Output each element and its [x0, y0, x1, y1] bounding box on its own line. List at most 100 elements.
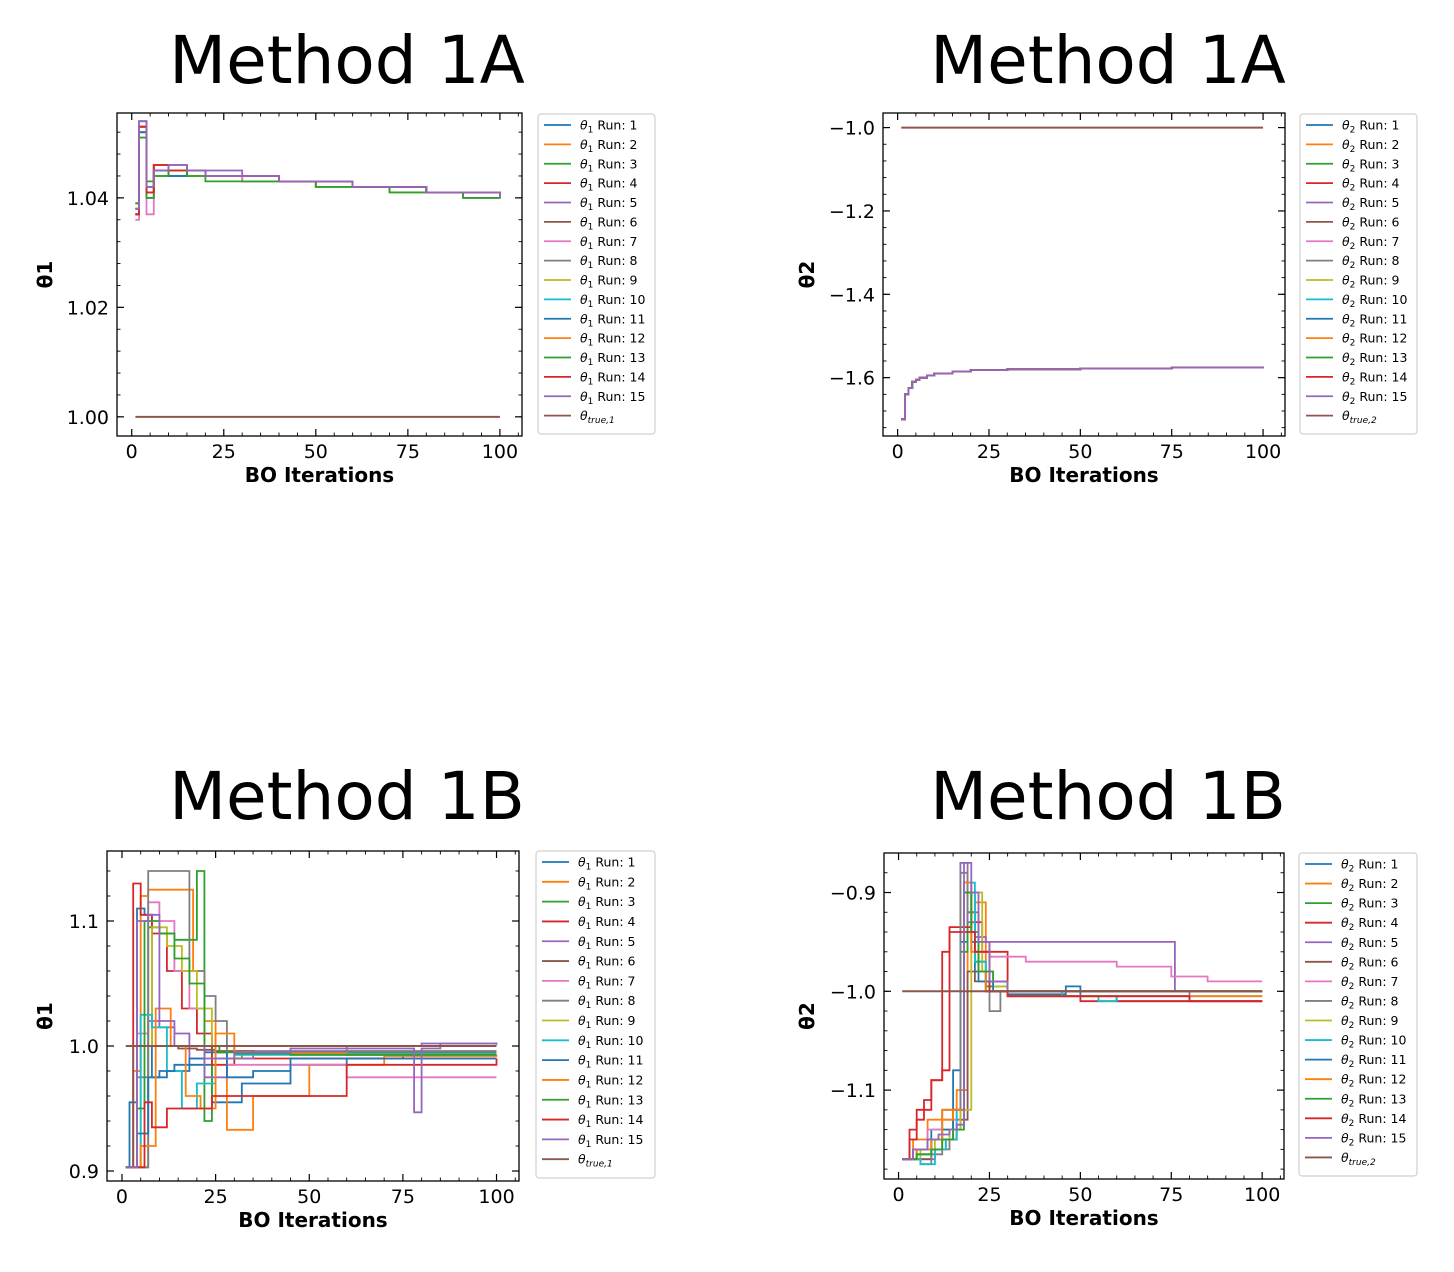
legend-entry: θ1 Run: 11 [578, 1053, 643, 1071]
legend-entry: θ1 Run: 3 [578, 894, 635, 912]
legend-entry: θ2 Run: 10 [1341, 1033, 1406, 1051]
legend-entry: θ2 Run: 8 [1341, 993, 1399, 1011]
legend-entry: θ2 Run: 7 [1341, 974, 1398, 992]
legend-entry: θ2 Run: 3 [1342, 156, 1399, 174]
x-axis-label: BO Iterations [1009, 463, 1158, 487]
legend-entry: θ2 Run: 6 [1341, 954, 1399, 972]
x-tick-label: 50 [1068, 441, 1092, 463]
legend-entry: θ1 Run: 1 [578, 855, 635, 873]
legend-entry: θ1 Run: 15 [580, 389, 645, 407]
legend-entry: θtrue,2 [1342, 408, 1377, 426]
legend-entry: θ2 Run: 8 [1342, 253, 1400, 271]
legend-entry: θ1 Run: 12 [578, 1072, 643, 1090]
y-axis-label: θ2 [795, 1002, 819, 1030]
y-tick-label: −1.6 [829, 368, 875, 390]
axes-frame [883, 852, 1285, 1180]
x-axis-label: BO Iterations [238, 1208, 387, 1232]
x-tick-label: 75 [1160, 441, 1184, 463]
chart-title: Method 1A [930, 22, 1286, 99]
x-tick-label: 25 [977, 441, 1001, 463]
x-tick-label: 0 [892, 441, 904, 463]
legend-entry: θtrue,1 [578, 1152, 613, 1170]
legend-entry: θ1 Run: 15 [578, 1132, 643, 1150]
legend-entry: θ2 Run: 13 [1341, 1091, 1406, 1109]
y-axis-label: θ1 [33, 1002, 57, 1030]
legend-entry: θ2 Run: 4 [1342, 176, 1400, 194]
x-axis-label: BO Iterations [1009, 1206, 1158, 1230]
legend-entry: θ2 Run: 1 [1341, 857, 1398, 875]
axes-frame [116, 112, 523, 437]
chart-title: Method 1A [169, 22, 525, 99]
plot-area [125, 870, 498, 1169]
y-tick-label: 1.00 [67, 407, 109, 429]
y-tick-label: 0.9 [69, 1161, 99, 1183]
legend-entry: θ2 Run: 11 [1341, 1052, 1406, 1070]
legend: θ1 Run: 1θ1 Run: 2θ1 Run: 3 θ1 Run: 4 θ1 R… [537, 113, 656, 435]
y-tick-label: −1.0 [829, 118, 875, 140]
legend-entry: θ1 Run: 4 [580, 176, 638, 194]
legend-entry: θ1 Run: 14 [578, 1112, 643, 1130]
x-tick-label: 75 [396, 441, 420, 463]
chart-panel-3: Method 1B 0 25 50 75 100 0.9 1.0 1.1 BO Iteration… [33, 758, 656, 1232]
x-axis-label: BO Iterations [245, 463, 394, 487]
series-line-run-15 [902, 862, 1263, 1161]
legend-entry: θ1 Run: 3 [580, 156, 637, 174]
x-tick-label: 100 [1245, 441, 1281, 463]
legend-entry: θ1 Run: 12 [580, 331, 645, 349]
legend-entry: θ1 Run: 5 [578, 934, 635, 952]
legend-entry: θ1 Run: 7 [580, 234, 637, 252]
plot-area [135, 120, 501, 418]
series-line-run-15 [125, 913, 498, 1169]
legend-entry: θ2 Run: 14 [1341, 1111, 1406, 1129]
legend-entry: θ1 Run: 2 [580, 137, 637, 155]
legend-entry: θ2 Run: 2 [1342, 137, 1399, 155]
plot-area [901, 126, 1264, 421]
legend-entry: θ2 Run: 3 [1341, 896, 1398, 914]
chart-title: Method 1B [169, 758, 525, 835]
legend-entry: θ1 Run: 4 [578, 914, 636, 932]
legend-entry: θ1 Run: 13 [580, 350, 645, 368]
x-tick-label: 100 [1244, 1184, 1280, 1206]
legend-entry: θ1 Run: 14 [580, 369, 645, 387]
y-tick-label: −0.9 [830, 883, 876, 905]
y-axis-label: θ2 [795, 261, 819, 289]
legend-entry: θ2 Run: 9 [1341, 1013, 1399, 1031]
legend-entry: θ1 Run: 6 [578, 954, 636, 972]
x-tick-label: 0 [116, 1186, 128, 1208]
legend-entry: θ2 Run: 5 [1341, 935, 1398, 953]
axes-frame [106, 850, 520, 1182]
series-line-run-11 [125, 1051, 497, 1169]
legend-entry: θ1 Run: 8 [578, 993, 636, 1011]
legend-entry: θ2 Run: 1 [1342, 118, 1399, 136]
x-tick-label: 50 [297, 1186, 321, 1208]
x-tick-label: 100 [482, 441, 518, 463]
legend: θ2 Run: 1θ2 Run: 2 θ2 Run: 3θ2 Run: 4 θ2 R… [1298, 852, 1418, 1177]
y-tick-label: −1.0 [830, 981, 876, 1003]
legend-entry: θ2 Run: 15 [1342, 389, 1407, 407]
legend-entry: θ2 Run: 6 [1342, 214, 1400, 232]
x-tick-label: 75 [1159, 1184, 1183, 1206]
legend-entry: θ1 Run: 6 [580, 214, 638, 232]
x-tick-label: 25 [204, 1186, 228, 1208]
legend-entry: θ2 Run: 4 [1341, 915, 1399, 933]
y-tick-label: 1.02 [67, 297, 109, 319]
series-line-run-15 [135, 120, 501, 210]
x-tick-label: 75 [391, 1186, 415, 1208]
legend-entry: θ1 Run: 7 [578, 973, 635, 991]
legend-entry: θ2 Run: 10 [1342, 292, 1407, 310]
x-tick-label: 100 [478, 1186, 514, 1208]
legend-entry: θtrue,1 [580, 408, 615, 426]
y-tick-label: 1.0 [69, 1036, 99, 1058]
legend-entry: θ2 Run: 12 [1341, 1072, 1406, 1090]
legend-entry: θ2 Run: 14 [1342, 369, 1407, 387]
x-tick-label: 50 [304, 441, 328, 463]
legend-entry: θ2 Run: 12 [1342, 331, 1407, 349]
axes-frame [882, 112, 1286, 437]
legend-entry: θ1 Run: 8 [580, 253, 638, 271]
x-tick-label: 25 [212, 441, 236, 463]
legend-entry: θ1 Run: 1 [580, 118, 637, 136]
legend-entry: θ2 Run: 11 [1342, 311, 1407, 329]
series-line-run-4 [125, 882, 497, 1169]
legend: θ1 Run: 1θ1 Run: 2θ1 Run: 3θ1 Run: 4θ1 R… [535, 850, 656, 1179]
